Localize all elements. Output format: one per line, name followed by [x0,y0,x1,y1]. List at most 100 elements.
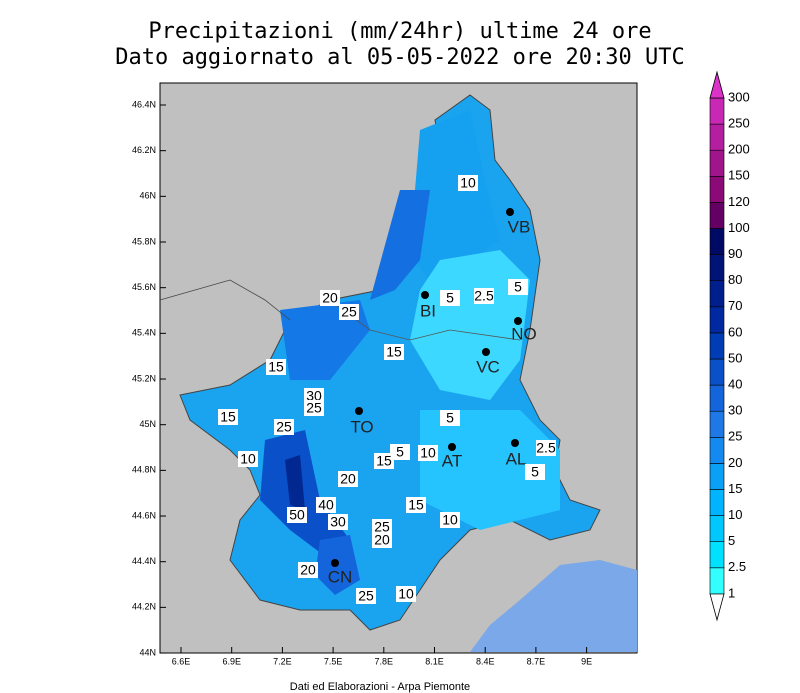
contour-label-box [374,453,394,469]
contour-label-box [287,507,307,523]
colorbar-box [709,149,725,177]
colorbar-box [709,567,725,595]
contour-label-box [440,410,460,426]
footer: Dati ed Elaborazioni - Arpa Piemonte [290,681,470,693]
contour-label: 25 [358,588,374,604]
contour-label: 5 [514,279,522,295]
colorbar-box [709,228,725,255]
precip-area [405,110,500,280]
contour-label: 20 [374,532,390,548]
contour-label: 5 [396,444,404,460]
colorbar-label: 300 [728,89,750,104]
contour-label-box [418,445,438,461]
lat-tick-label: 46.2N [132,145,156,155]
contour-label: 30 [330,514,346,530]
city-dot [514,317,522,325]
colorbar-box [709,436,725,464]
city-dot [482,348,490,356]
contour-label: 25 [276,419,292,435]
contour-label: 5 [531,464,539,480]
contour-label: 50 [289,507,305,523]
contour-label: 10 [442,512,458,528]
colorbar-box [709,176,725,203]
colorbar-label: 250 [728,116,750,131]
contour-label-box [328,514,348,530]
city-dot [355,407,363,415]
lon-tick-label: 7.2E [273,656,292,666]
colorbar-label: 40 [728,377,742,392]
colorbar-box [709,384,725,412]
city-label: NO [511,324,537,343]
lat-tick-label: 45.8N [132,236,156,246]
contour-label: 10 [420,445,436,461]
colorbar-box [709,123,725,151]
lon-tick-label: 6.6E [172,656,191,666]
city-dot [421,291,429,299]
lat-tick-label: 45.4N [132,328,156,338]
city-dot [506,208,514,216]
contour-label-box [396,586,416,602]
city-label: TO [350,417,373,436]
colorbar-box [709,489,725,516]
contour-label-box [298,562,318,578]
lat-tick-label: 46N [139,191,156,201]
colorbar-label: 20 [728,455,742,470]
contour-label: 5 [446,290,454,306]
contour-label-box [266,359,286,375]
colorbar-box [709,410,725,438]
sea [470,560,637,652]
colorbar-box [709,202,725,229]
lat-tick-label: 45.6N [132,282,156,292]
contour-label-box [406,497,426,513]
contour-label: 30 [306,388,322,404]
colorbar-box [709,515,725,542]
contour-label-box [316,497,336,513]
contour-label: 2.5 [474,288,494,304]
title-line: Dato aggiornato al 05-05-2022 ore 20:30 … [115,45,685,70]
city-label: AL [506,449,527,468]
lat-tick-label: 45N [139,419,156,429]
contour-label-box [474,288,494,304]
city-label: VB [508,217,531,236]
colorbar-label: 100 [728,220,750,235]
precip-area [285,455,305,510]
contour-label: 40 [318,497,334,513]
colorbar-box [709,463,725,490]
contour-label-box [384,344,404,360]
precip-area [420,410,560,530]
contour-label-box [440,290,460,306]
contour-label-box [338,471,358,487]
precip-area [260,430,350,560]
colorbar-label: 60 [728,324,742,339]
contour-label: 10 [398,586,414,602]
colorbar-label: 1 [728,585,735,600]
colorbar-label: 90 [728,246,742,261]
lat-tick-label: 44.4N [132,556,156,566]
contour-label-box [372,519,392,535]
colorbar-box [709,97,725,125]
colorbar-label: 5 [728,533,735,548]
lon-tick-label: 8.1E [425,656,444,666]
contour-label: 5 [446,410,454,426]
contour-label: 20 [300,562,316,578]
colorbar-label: 200 [728,142,750,157]
contour-label: 2.5 [536,440,556,456]
lat-tick-label: 46.4N [132,99,156,109]
colorbar-label: 10 [728,507,742,522]
contour-label: 25 [374,519,390,535]
contour-label: 15 [376,453,392,469]
colorbar-label: 150 [728,168,750,183]
colorbar-box [709,358,725,386]
contour-label-box [390,444,410,460]
contour-label: 15 [408,497,424,513]
contour-label-box [356,588,376,604]
lon-tick-label: 7.5E [324,656,343,666]
contour-label: 15 [268,359,284,375]
colorbar-label: 2.5 [728,559,746,574]
contour-label: 10 [460,175,476,191]
contour-label-box [372,532,392,548]
contour-label-box [274,419,294,435]
colorbar-box [709,280,725,308]
city-dot [448,443,456,451]
